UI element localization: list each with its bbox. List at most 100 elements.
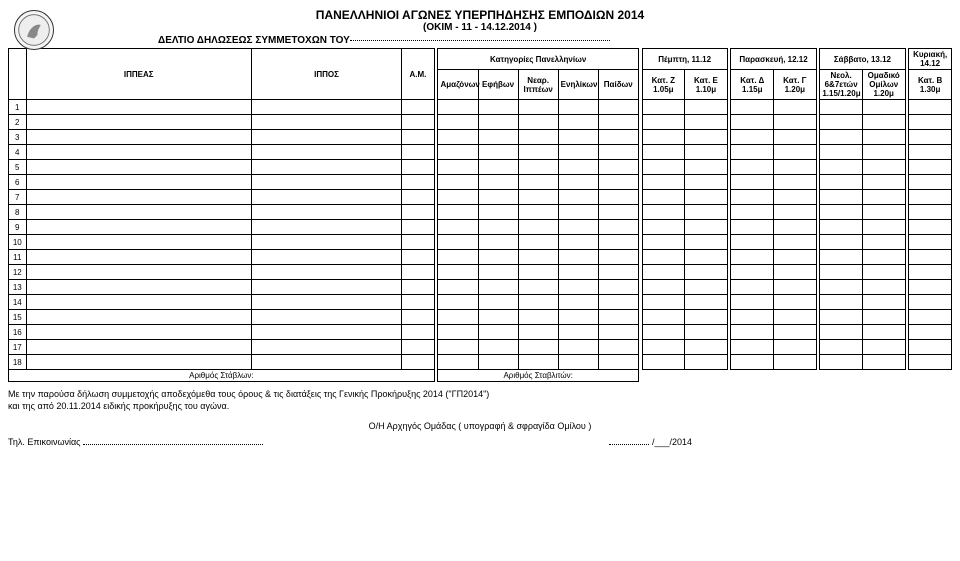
day-cell[interactable] — [862, 160, 905, 175]
day-cell[interactable] — [774, 175, 817, 190]
day-cell[interactable] — [642, 295, 685, 310]
day-cell[interactable] — [731, 175, 774, 190]
cat-cell[interactable] — [478, 100, 518, 115]
cat-cell[interactable] — [438, 280, 478, 295]
cat-cell[interactable] — [478, 340, 518, 355]
day-cell[interactable] — [685, 295, 728, 310]
day-cell[interactable] — [820, 250, 863, 265]
cat-cell[interactable] — [518, 145, 558, 160]
day-cell[interactable] — [685, 205, 728, 220]
cat-cell[interactable] — [518, 235, 558, 250]
day-cell[interactable] — [731, 145, 774, 160]
horse-cell[interactable] — [251, 100, 401, 115]
am-cell[interactable] — [402, 355, 435, 370]
day-cell[interactable] — [731, 340, 774, 355]
day-cell[interactable] — [685, 325, 728, 340]
day-cell[interactable] — [909, 115, 952, 130]
cat-cell[interactable] — [438, 355, 478, 370]
day-cell[interactable] — [774, 235, 817, 250]
cat-cell[interactable] — [598, 220, 638, 235]
day-cell[interactable] — [820, 190, 863, 205]
cat-cell[interactable] — [518, 280, 558, 295]
club-name-blank[interactable] — [350, 40, 610, 41]
day-cell[interactable] — [862, 310, 905, 325]
cat-cell[interactable] — [518, 205, 558, 220]
cat-cell[interactable] — [598, 160, 638, 175]
cat-cell[interactable] — [478, 295, 518, 310]
day-cell[interactable] — [909, 175, 952, 190]
am-cell[interactable] — [402, 265, 435, 280]
horse-cell[interactable] — [251, 280, 401, 295]
day-cell[interactable] — [642, 160, 685, 175]
day-cell[interactable] — [731, 280, 774, 295]
cat-cell[interactable] — [518, 160, 558, 175]
cat-cell[interactable] — [518, 130, 558, 145]
rider-cell[interactable] — [26, 310, 251, 325]
rider-cell[interactable] — [26, 205, 251, 220]
rider-cell[interactable] — [26, 160, 251, 175]
horse-cell[interactable] — [251, 295, 401, 310]
day-cell[interactable] — [909, 220, 952, 235]
cat-cell[interactable] — [558, 265, 598, 280]
cat-cell[interactable] — [518, 250, 558, 265]
cat-cell[interactable] — [598, 100, 638, 115]
horse-cell[interactable] — [251, 355, 401, 370]
cat-cell[interactable] — [438, 205, 478, 220]
day-cell[interactable] — [774, 310, 817, 325]
day-cell[interactable] — [820, 130, 863, 145]
cat-cell[interactable] — [438, 160, 478, 175]
day-cell[interactable] — [731, 325, 774, 340]
cat-cell[interactable] — [438, 190, 478, 205]
day-cell[interactable] — [862, 130, 905, 145]
rider-cell[interactable] — [26, 190, 251, 205]
day-cell[interactable] — [909, 340, 952, 355]
day-cell[interactable] — [909, 280, 952, 295]
cat-cell[interactable] — [558, 130, 598, 145]
cat-cell[interactable] — [438, 100, 478, 115]
cat-cell[interactable] — [438, 235, 478, 250]
cat-cell[interactable] — [518, 190, 558, 205]
am-cell[interactable] — [402, 280, 435, 295]
day-cell[interactable] — [642, 235, 685, 250]
cat-cell[interactable] — [558, 205, 598, 220]
cat-cell[interactable] — [518, 355, 558, 370]
cat-cell[interactable] — [478, 145, 518, 160]
rider-cell[interactable] — [26, 355, 251, 370]
date-blank[interactable] — [609, 444, 649, 445]
day-cell[interactable] — [685, 115, 728, 130]
cat-cell[interactable] — [438, 265, 478, 280]
am-cell[interactable] — [402, 310, 435, 325]
cat-cell[interactable] — [438, 175, 478, 190]
cat-cell[interactable] — [478, 190, 518, 205]
horse-cell[interactable] — [251, 250, 401, 265]
cat-cell[interactable] — [558, 340, 598, 355]
am-cell[interactable] — [402, 100, 435, 115]
cat-cell[interactable] — [478, 220, 518, 235]
am-cell[interactable] — [402, 115, 435, 130]
day-cell[interactable] — [820, 115, 863, 130]
cat-cell[interactable] — [478, 160, 518, 175]
day-cell[interactable] — [820, 160, 863, 175]
cat-cell[interactable] — [558, 250, 598, 265]
day-cell[interactable] — [685, 250, 728, 265]
rider-cell[interactable] — [26, 130, 251, 145]
day-cell[interactable] — [685, 160, 728, 175]
day-cell[interactable] — [820, 280, 863, 295]
day-cell[interactable] — [685, 235, 728, 250]
cat-cell[interactable] — [558, 220, 598, 235]
day-cell[interactable] — [774, 325, 817, 340]
day-cell[interactable] — [685, 130, 728, 145]
cat-cell[interactable] — [478, 265, 518, 280]
horse-cell[interactable] — [251, 205, 401, 220]
horse-cell[interactable] — [251, 115, 401, 130]
day-cell[interactable] — [774, 340, 817, 355]
day-cell[interactable] — [642, 265, 685, 280]
day-cell[interactable] — [909, 265, 952, 280]
cat-cell[interactable] — [598, 265, 638, 280]
horse-cell[interactable] — [251, 190, 401, 205]
cat-cell[interactable] — [438, 340, 478, 355]
cat-cell[interactable] — [558, 295, 598, 310]
day-cell[interactable] — [820, 100, 863, 115]
cat-cell[interactable] — [478, 205, 518, 220]
horse-cell[interactable] — [251, 310, 401, 325]
